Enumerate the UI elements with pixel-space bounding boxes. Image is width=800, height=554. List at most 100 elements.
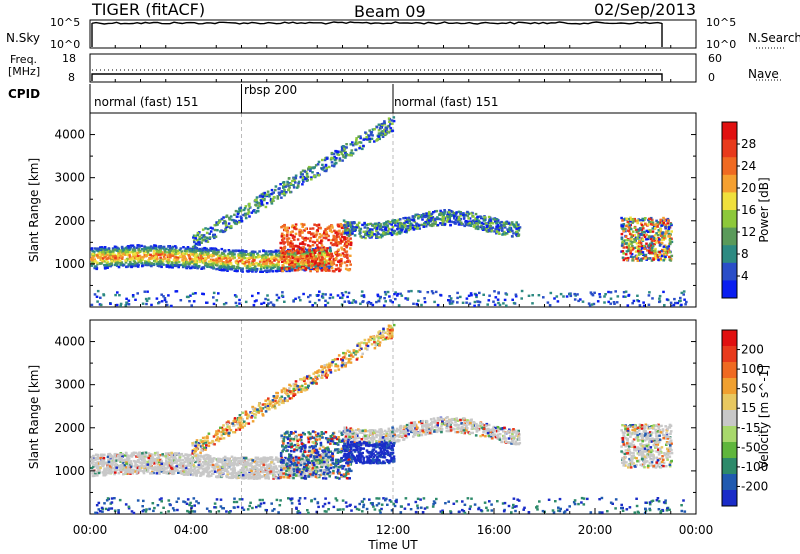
echo-cell bbox=[195, 252, 198, 255]
echo-cell bbox=[299, 173, 303, 176]
echo-cell bbox=[576, 293, 579, 296]
echo-cell bbox=[300, 253, 303, 256]
echo-cell bbox=[186, 473, 190, 476]
echo-cell bbox=[218, 266, 222, 269]
echo-cell bbox=[650, 240, 654, 244]
echo-cell bbox=[153, 260, 157, 263]
echo-cell bbox=[330, 161, 334, 164]
echo-cell bbox=[337, 150, 340, 153]
echo-cell bbox=[664, 227, 667, 230]
echo-cell bbox=[621, 240, 624, 243]
echo-cell bbox=[235, 304, 239, 308]
echo-cell bbox=[262, 264, 266, 267]
echo-cell bbox=[189, 252, 193, 255]
echo-cell bbox=[279, 250, 283, 253]
echo-cell bbox=[644, 222, 647, 225]
echo-cell bbox=[148, 246, 151, 249]
echo-cell bbox=[507, 228, 511, 232]
echo-cell bbox=[135, 465, 138, 468]
echo-cell bbox=[184, 247, 188, 250]
echo-cell bbox=[125, 265, 128, 269]
echo-cell bbox=[190, 260, 194, 263]
echo-cell bbox=[202, 234, 206, 237]
echo-cell bbox=[428, 210, 431, 214]
echo-cell bbox=[282, 234, 286, 237]
echo-cell bbox=[258, 195, 262, 198]
echo-cell bbox=[281, 260, 284, 263]
echo-cell bbox=[231, 254, 235, 257]
echo-cell bbox=[220, 256, 224, 259]
echo-cell bbox=[323, 230, 326, 233]
echo-cell bbox=[249, 252, 252, 255]
echo-cell bbox=[647, 228, 651, 232]
echo-cell bbox=[355, 223, 359, 226]
echo-cell bbox=[282, 242, 286, 245]
echo-cell bbox=[643, 247, 646, 250]
echo-cell bbox=[387, 227, 391, 231]
echo-cell bbox=[219, 230, 222, 233]
echo-cell bbox=[304, 257, 308, 260]
echo-cell bbox=[124, 252, 127, 255]
echo-cell bbox=[347, 153, 351, 157]
echo-cell bbox=[670, 230, 673, 233]
echo-cell bbox=[215, 299, 219, 302]
echo-cell bbox=[150, 262, 153, 265]
echo-cell bbox=[354, 301, 358, 304]
echo-cell bbox=[253, 250, 257, 254]
echo-cell bbox=[105, 259, 108, 262]
echo-cell bbox=[316, 467, 320, 470]
echo-cell bbox=[507, 230, 510, 233]
echo-cell bbox=[386, 130, 389, 133]
echo-cell bbox=[660, 234, 663, 238]
echo-cell bbox=[137, 256, 141, 259]
echo-cell bbox=[182, 262, 185, 265]
echo-cell bbox=[293, 262, 296, 265]
echo-cell bbox=[663, 219, 666, 222]
echo-cell bbox=[654, 234, 657, 237]
echo-cell bbox=[627, 217, 631, 221]
echo-cell bbox=[311, 240, 315, 244]
echo-cell bbox=[302, 250, 306, 253]
echo-cell bbox=[133, 260, 137, 263]
echo-cell bbox=[267, 269, 271, 272]
echo-cell bbox=[212, 235, 215, 238]
echo-cell bbox=[323, 158, 327, 162]
echo-cell bbox=[185, 252, 189, 256]
echo-cell bbox=[274, 465, 278, 468]
echo-cell bbox=[344, 228, 347, 231]
echo-cell bbox=[659, 257, 662, 260]
echo-cell bbox=[212, 233, 215, 237]
echo-cell bbox=[255, 261, 258, 265]
echo-cell bbox=[658, 221, 662, 224]
echo-cell bbox=[175, 258, 179, 261]
echo-cell bbox=[343, 261, 347, 264]
echo-cell bbox=[262, 475, 266, 478]
echo-cell bbox=[294, 232, 298, 236]
echo-cell bbox=[320, 244, 324, 247]
echo-cell bbox=[143, 455, 147, 458]
echo-cell bbox=[129, 262, 133, 265]
echo-cell bbox=[424, 225, 428, 228]
echo-cell bbox=[548, 304, 552, 307]
echo-cell bbox=[144, 250, 148, 254]
echo-cell bbox=[406, 218, 409, 221]
echo-cell bbox=[171, 266, 174, 269]
echo-cell bbox=[334, 268, 338, 271]
echo-cell bbox=[99, 456, 102, 460]
echo-cell bbox=[332, 262, 336, 266]
echo-cell bbox=[358, 145, 362, 148]
echo-cell bbox=[360, 236, 364, 239]
echo-cell bbox=[386, 232, 390, 236]
echo-cell bbox=[213, 248, 216, 251]
echo-cell bbox=[442, 218, 446, 221]
echo-cell bbox=[309, 269, 312, 273]
echo-cell bbox=[281, 291, 284, 294]
echo-cell bbox=[379, 223, 382, 226]
echo-cell bbox=[398, 218, 402, 221]
echo-cell bbox=[476, 223, 480, 226]
echo-cell bbox=[269, 301, 273, 304]
echo-cell bbox=[358, 147, 361, 150]
freq-label-line1: Freq. bbox=[10, 53, 38, 66]
echo-cell bbox=[294, 174, 298, 177]
echo-cell bbox=[399, 292, 402, 295]
